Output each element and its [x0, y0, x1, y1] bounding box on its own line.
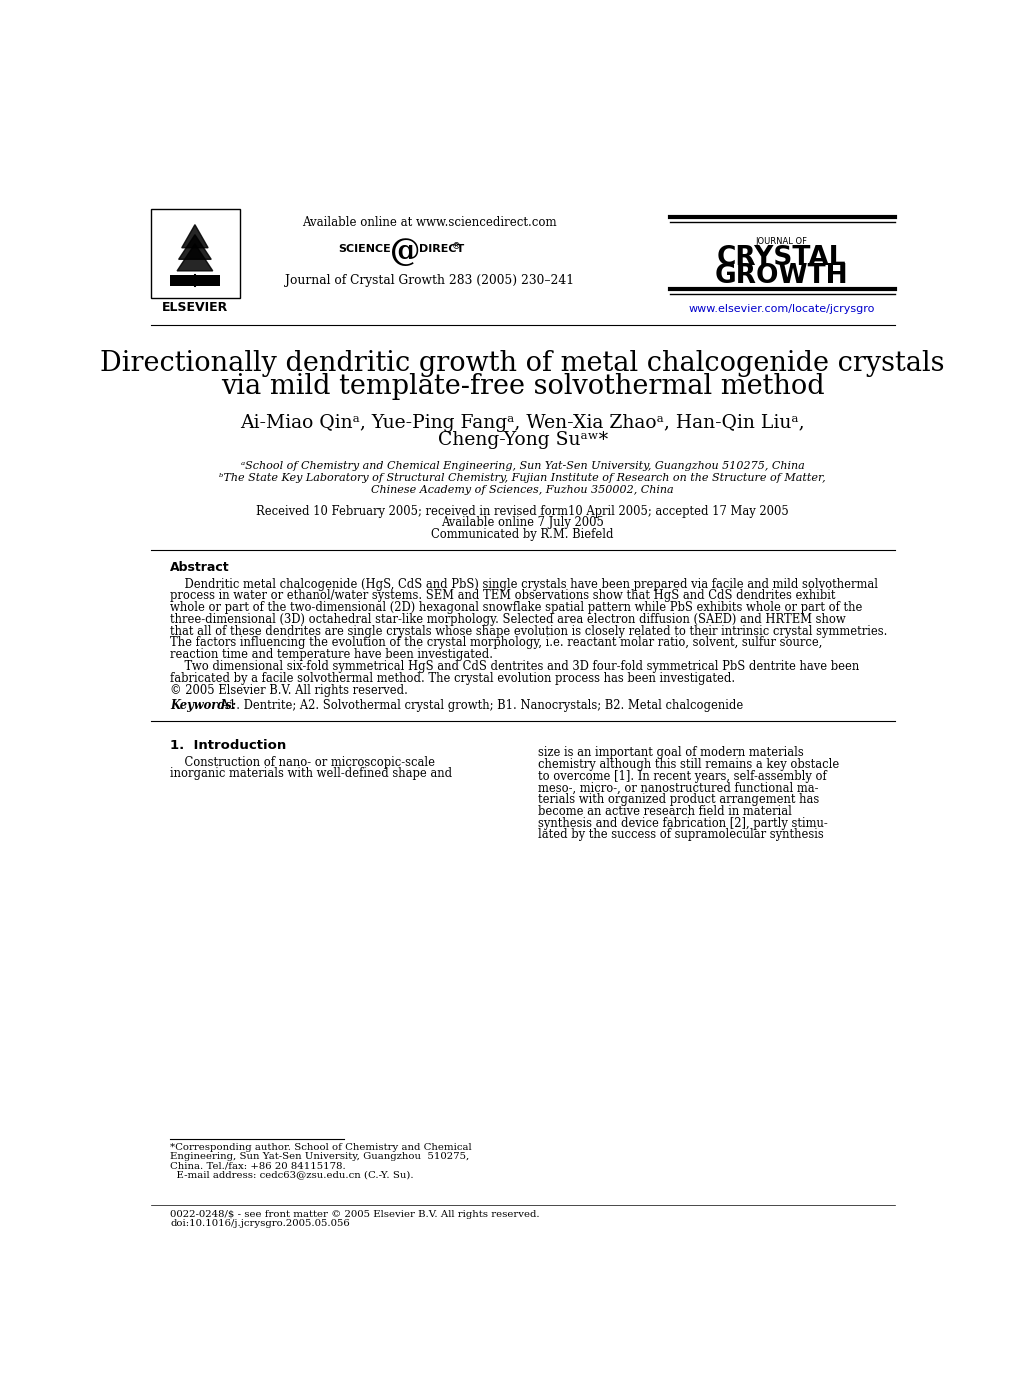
Text: to overcome [1]. In recent years, self-assembly of: to overcome [1]. In recent years, self-a…: [538, 769, 826, 783]
Text: Communicated by R.M. Biefeld: Communicated by R.M. Biefeld: [431, 527, 613, 541]
Text: via mild template-free solvothermal method: via mild template-free solvothermal meth…: [221, 373, 823, 399]
Text: Ai-Miao Qinᵃ, Yue-Ping Fangᵃ, Wen-Xia Zhaoᵃ, Han-Qin Liuᵃ,: Ai-Miao Qinᵃ, Yue-Ping Fangᵃ, Wen-Xia Zh…: [240, 413, 804, 431]
Text: Directionally dendritic growth of metal chalcogenide crystals: Directionally dendritic growth of metal …: [101, 349, 944, 377]
Text: Received 10 February 2005; received in revised form10 April 2005; accepted 17 Ma: Received 10 February 2005; received in r…: [256, 505, 789, 517]
Text: ®: ®: [451, 242, 460, 250]
Text: A1. Dentrite; A2. Solvothermal crystal growth; B1. Nanocrystals; B2. Metal chalc: A1. Dentrite; A2. Solvothermal crystal g…: [217, 698, 743, 712]
Text: SCIENCE: SCIENCE: [338, 243, 390, 253]
Text: 1.  Introduction: 1. Introduction: [170, 739, 286, 751]
Text: Engineering, Sun Yat-Sen University, Guangzhou  510275,: Engineering, Sun Yat-Sen University, Gua…: [170, 1152, 469, 1161]
Text: Construction of nano- or microscopic-scale: Construction of nano- or microscopic-sca…: [170, 755, 435, 769]
Text: process in water or ethanol/water systems. SEM and TEM observations show that Hg: process in water or ethanol/water system…: [170, 590, 835, 602]
Text: terials with organized product arrangement has: terials with organized product arrangeme…: [538, 793, 818, 807]
Polygon shape: [177, 243, 213, 271]
Text: ELSEVIER: ELSEVIER: [162, 302, 228, 314]
Text: Chinese Academy of Sciences, Fuzhou 350002, China: Chinese Academy of Sciences, Fuzhou 3500…: [371, 484, 674, 495]
Text: Cheng-Yong Suᵃʷ*: Cheng-Yong Suᵃʷ*: [437, 431, 607, 449]
Polygon shape: [181, 225, 208, 248]
Text: Journal of Crystal Growth 283 (2005) 230–241: Journal of Crystal Growth 283 (2005) 230…: [285, 274, 574, 288]
Text: Available online 7 July 2005: Available online 7 July 2005: [441, 516, 603, 529]
Text: ᵃSchool of Chemistry and Chemical Engineering, Sun Yat-Sen University, Guangzhou: ᵃSchool of Chemistry and Chemical Engine…: [240, 460, 804, 470]
Text: become an active research field in material: become an active research field in mater…: [538, 805, 792, 818]
Bar: [170, 274, 219, 287]
Text: chemistry although this still remains a key obstacle: chemistry although this still remains a …: [538, 758, 839, 771]
Text: Available online at www.sciencedirect.com: Available online at www.sciencedirect.co…: [303, 216, 556, 230]
Text: whole or part of the two-dimensional (2D) hexagonal snowflake spatial pattern wh: whole or part of the two-dimensional (2D…: [170, 601, 862, 615]
Text: 0022-0248/$ - see front matter © 2005 Elsevier B.V. All rights reserved.: 0022-0248/$ - see front matter © 2005 El…: [170, 1210, 539, 1219]
Text: The factors influencing the evolution of the crystal morphology, i.e. reactant m: The factors influencing the evolution of…: [170, 636, 821, 650]
Text: @: @: [389, 236, 420, 267]
Text: inorganic materials with well-defined shape and: inorganic materials with well-defined sh…: [170, 768, 451, 780]
Text: E-mail address: cedc63@zsu.edu.cn (C.-Y. Su).: E-mail address: cedc63@zsu.edu.cn (C.-Y.…: [170, 1170, 414, 1180]
Text: Keywords:: Keywords:: [170, 698, 235, 712]
Text: Abstract: Abstract: [170, 561, 229, 574]
Text: synthesis and device fabrication [2], partly stimu-: synthesis and device fabrication [2], pa…: [538, 817, 827, 829]
Text: meso-, micro-, or nanostructured functional ma-: meso-, micro-, or nanostructured functio…: [538, 782, 818, 794]
Text: JOURNAL OF: JOURNAL OF: [755, 236, 807, 246]
Text: GROWTH: GROWTH: [714, 263, 848, 289]
Text: Two dimensional six-fold symmetrical HgS and CdS dentrites and 3D four-fold symm: Two dimensional six-fold symmetrical HgS…: [170, 661, 859, 673]
Text: CRYSTAL: CRYSTAL: [716, 245, 846, 271]
Text: China. Tel./fax: +86 20 84115178.: China. Tel./fax: +86 20 84115178.: [170, 1161, 345, 1170]
Text: doi:10.1016/j.jcrysgro.2005.05.056: doi:10.1016/j.jcrysgro.2005.05.056: [170, 1219, 350, 1228]
Bar: [151, 209, 239, 298]
Text: that all of these dendrites are single crystals whose shape evolution is closely: that all of these dendrites are single c…: [170, 625, 887, 637]
Text: size is an important goal of modern materials: size is an important goal of modern mate…: [538, 747, 803, 759]
Text: Dendritic metal chalcogenide (HgS, CdS and PbS) single crystals have been prepar: Dendritic metal chalcogenide (HgS, CdS a…: [170, 577, 877, 591]
Text: DIRECT: DIRECT: [419, 243, 464, 253]
Text: fabricated by a facile solvothermal method. The crystal evolution process has be: fabricated by a facile solvothermal meth…: [170, 672, 735, 686]
Text: three-dimensional (3D) octahedral star-like morphology. Selected area electron d: three-dimensional (3D) octahedral star-l…: [170, 613, 845, 626]
Text: reaction time and temperature have been investigated.: reaction time and temperature have been …: [170, 648, 492, 661]
Text: © 2005 Elsevier B.V. All rights reserved.: © 2005 Elsevier B.V. All rights reserved…: [170, 684, 408, 697]
Polygon shape: [178, 235, 211, 259]
Text: *Corresponding author. School of Chemistry and Chemical: *Corresponding author. School of Chemist…: [170, 1142, 472, 1152]
Text: ᵇThe State Key Laboratory of Structural Chemistry, Fujian Institute of Research : ᵇThe State Key Laboratory of Structural …: [219, 473, 825, 483]
Text: www.elsevier.com/locate/jcrysgro: www.elsevier.com/locate/jcrysgro: [688, 305, 874, 314]
Text: lated by the success of supramolecular synthesis: lated by the success of supramolecular s…: [538, 828, 823, 842]
